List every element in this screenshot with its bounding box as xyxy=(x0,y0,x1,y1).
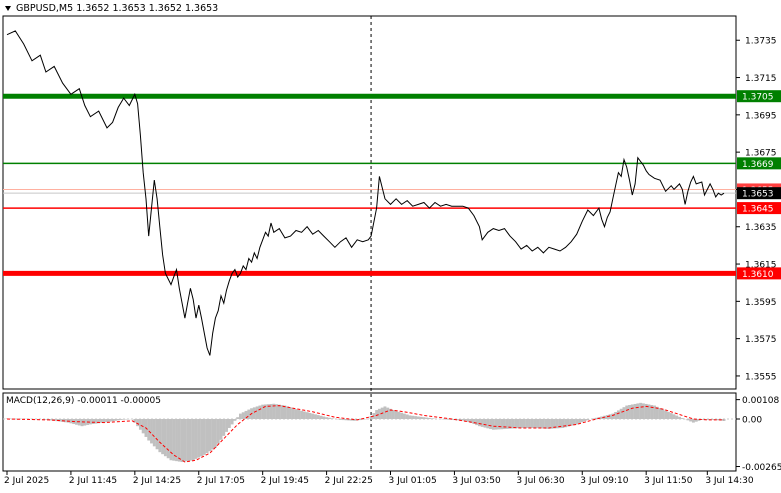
level-price-tag xyxy=(737,90,781,103)
x-tick-label: 2 Jul 22:25 xyxy=(325,476,373,486)
x-tick-label: 2 Jul 2025 xyxy=(4,476,49,486)
y-tick-label: 1.3575 xyxy=(745,335,777,345)
price-pane-frame xyxy=(2,15,737,390)
chart-header: GBPUSD,M5 1.3652 1.3653 1.3652 1.3653 xyxy=(16,3,218,14)
macd-tick-label: -0.00265 xyxy=(742,463,781,473)
x-tick-label: 2 Jul 11:45 xyxy=(69,476,117,486)
y-tick-label: 1.3675 xyxy=(745,149,777,159)
macd-signal-line xyxy=(6,405,724,463)
macd-tick-label: 0.00 xyxy=(742,416,762,426)
y-tick-label: 1.3695 xyxy=(745,111,777,121)
level-price-label: 1.3645 xyxy=(742,205,774,215)
symbol-dropdown-icon[interactable] xyxy=(5,6,11,11)
level-price-tag xyxy=(737,267,781,280)
level-price-tag xyxy=(737,202,781,215)
symbol-timeframe: GBPUSD,M5 xyxy=(16,3,74,14)
ohlc-quote: 1.3652 1.3653 1.3652 1.3653 xyxy=(76,3,219,14)
x-tick-label: 3 Jul 11:50 xyxy=(644,476,693,486)
macd-pane-frame xyxy=(2,392,737,472)
level-price-label: 1.3705 xyxy=(742,93,774,103)
x-tick-label: 3 Jul 03:50 xyxy=(452,476,501,486)
y-tick-label: 1.3635 xyxy=(745,223,777,233)
x-tick-label: 3 Jul 06:30 xyxy=(516,476,565,486)
x-tick-label: 2 Jul 17:05 xyxy=(197,476,245,486)
y-tick-label: 1.3735 xyxy=(745,37,777,47)
x-tick-label: 3 Jul 01:05 xyxy=(389,476,437,486)
x-tick-label: 3 Jul 14:30 xyxy=(705,476,754,486)
y-tick-label: 1.3615 xyxy=(745,261,777,271)
price-series-line xyxy=(6,30,725,356)
x-tick-label: 2 Jul 14:25 xyxy=(133,476,181,486)
current-price-label: 1.3653 xyxy=(742,190,774,200)
y-tick-label: 1.3555 xyxy=(745,372,777,382)
current-price-tag xyxy=(737,187,781,200)
level-price-tag xyxy=(737,157,781,170)
y-tick-label: 1.3715 xyxy=(745,74,777,84)
y-tick-label: 1.3595 xyxy=(745,298,777,308)
macd-label: MACD(12,26,9) -0.00011 -0.00005 xyxy=(6,396,162,406)
level-price-label: 1.3610 xyxy=(742,270,774,280)
x-tick-label: 3 Jul 09:10 xyxy=(580,476,629,486)
macd-tick-label: 0.00108 xyxy=(742,396,779,406)
x-tick-label: 2 Jul 19:45 xyxy=(261,476,309,486)
level-price-label: 1.3669 xyxy=(742,160,774,170)
